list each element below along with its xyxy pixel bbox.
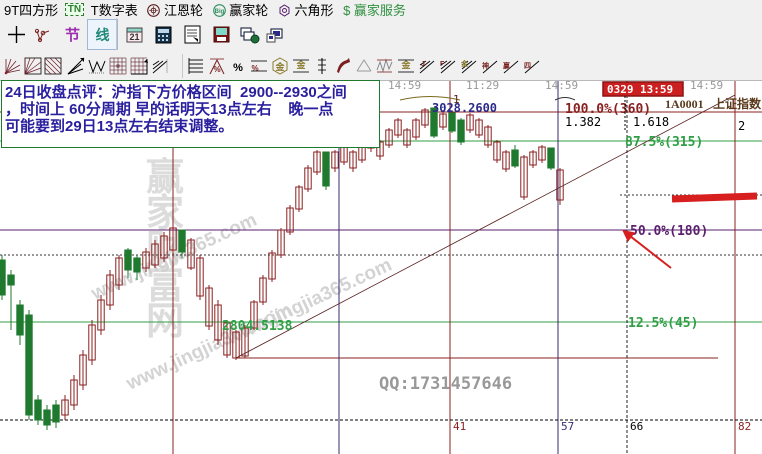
- svg-text:神: 神: [482, 61, 489, 70]
- svg-text:金: 金: [400, 59, 411, 70]
- svg-text:Big: Big: [214, 9, 224, 15]
- svg-text:11:29: 11:29: [466, 80, 499, 92]
- svg-text:四: 四: [524, 62, 531, 70]
- svg-text:0329: 0329: [607, 83, 634, 96]
- svg-text:14:59: 14:59: [690, 80, 723, 92]
- svg-text:41: 41: [453, 420, 466, 433]
- svg-text:2: 2: [738, 119, 745, 133]
- svg-text:赢: 赢: [503, 61, 510, 70]
- svg-text:金: 金: [460, 59, 469, 68]
- svg-text:节: 节: [65, 26, 80, 44]
- svg-text:QQ:1731457646: QQ:1731457646: [379, 374, 512, 394]
- svg-text:50.0%(180): 50.0%(180): [630, 224, 708, 239]
- svg-text:3028.2600: 3028.2600: [432, 101, 497, 115]
- svg-text:1.618: 1.618: [633, 115, 669, 129]
- svg-text:%: %: [251, 64, 258, 73]
- svg-text:1.382: 1.382: [565, 115, 601, 129]
- svg-text:上证指数: 上证指数: [713, 96, 762, 111]
- svg-text:82: 82: [738, 420, 751, 433]
- svg-text:66: 66: [630, 420, 643, 433]
- svg-text:J: J: [421, 61, 425, 68]
- svg-text:金: 金: [295, 59, 306, 70]
- svg-text:12.5%(45): 12.5%(45): [628, 316, 698, 331]
- svg-text:14:59: 14:59: [388, 80, 421, 92]
- svg-text:线: 线: [96, 27, 110, 43]
- svg-text:%: %: [213, 65, 220, 74]
- svg-text:21: 21: [129, 32, 139, 42]
- svg-text:13:59: 13:59: [640, 83, 673, 96]
- svg-text:14:59: 14:59: [545, 80, 578, 92]
- svg-text:87.5%(315): 87.5%(315): [625, 135, 703, 150]
- svg-text:1A0001: 1A0001: [665, 97, 704, 111]
- svg-text:57: 57: [561, 420, 574, 433]
- svg-text:F: F: [440, 61, 445, 68]
- svg-text:金: 金: [274, 61, 285, 72]
- svg-text:2804.5138: 2804.5138: [222, 319, 293, 334]
- svg-text:%: %: [233, 62, 243, 74]
